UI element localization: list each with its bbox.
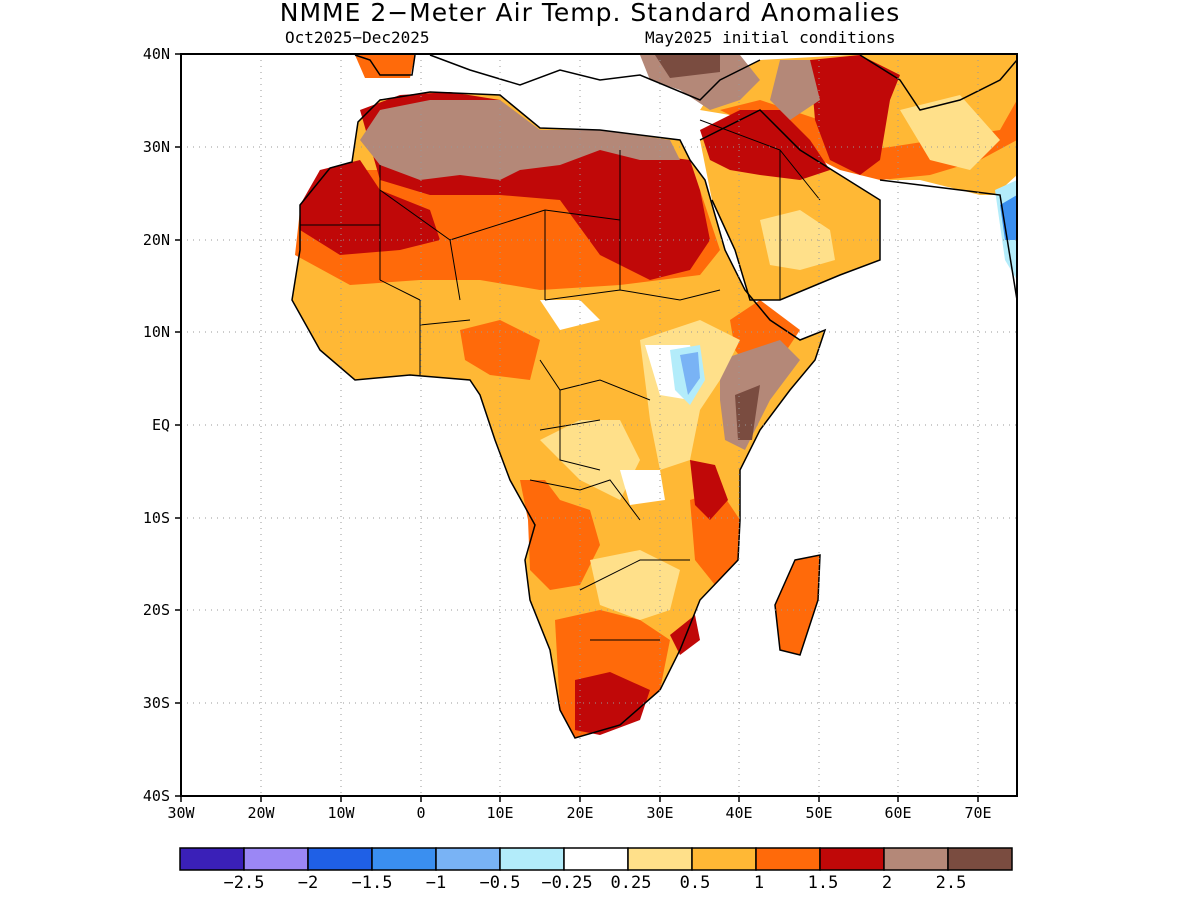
lat-label: 10N [142,323,170,341]
lon-label: 0 [416,804,426,822]
colorbar-swatch [819,847,885,871]
colorbar-tick-label: 0.5 [679,873,711,893]
colorbar-swatch [691,847,757,871]
lat-label: 30S [142,694,170,712]
colorbar-tick-label: 2 [881,873,893,893]
colorbar-tick-label: −2.5 [223,873,265,893]
lon-label: 20E [566,804,594,822]
colorbar-swatch [755,847,821,871]
colorbar-tick-label: 1.5 [807,873,839,893]
lat-label: 30N [142,138,170,156]
lat-label: 20S [142,601,170,619]
colorbar-swatch [179,847,245,871]
graticule [181,54,1017,796]
lat-label: 20N [142,231,170,249]
colorbar-swatch [371,847,437,871]
colorbar-swatch [499,847,565,871]
colorbar-tick-label: 1 [753,873,765,893]
lon-label: 20W [247,804,275,822]
lon-label: 30E [646,804,674,822]
lon-label: 10W [327,804,355,822]
colorbar-swatch [627,847,693,871]
colorbar-tick-label: −2 [297,873,319,893]
lon-label: 30W [167,804,195,822]
axis-ticks [175,53,979,802]
colorbar-tick-label: 2.5 [935,873,967,893]
lon-label: 70E [964,804,992,822]
country-borders [300,119,821,641]
map-title: NMME 2−Meter Air Temp. Standard Anomalie… [279,0,901,27]
forecast-period: Oct2025−Dec2025 [285,28,430,47]
colorbar-tick-label: −1.5 [351,873,393,893]
colorbar-tick-label: −0.5 [479,873,521,893]
coastlines [291,54,1017,739]
colorbar-swatch [307,847,373,871]
colorbar-tick-label: −0.25 [541,873,593,893]
lon-label: 50E [805,804,833,822]
lon-label: 60E [884,804,912,822]
colorbar-tick-label: 0.25 [610,873,652,893]
colorbar-swatch [563,847,629,871]
initial-conditions: May2025 initial conditions [645,28,896,47]
lat-label: EQ [151,416,170,434]
lon-label: 40E [725,804,753,822]
lon-label: 10E [486,804,514,822]
lat-label: 10S [142,509,170,527]
lat-label: 40S [142,787,170,805]
colorbar-swatch [435,847,501,871]
colorbar-tick-label: −1 [425,873,447,893]
colorbar-swatch [883,847,949,871]
colorbar-swatch [947,847,1013,871]
lat-label: 40N [142,45,170,63]
anomaly-shading [292,55,1017,738]
colorbar-swatch [243,847,309,871]
